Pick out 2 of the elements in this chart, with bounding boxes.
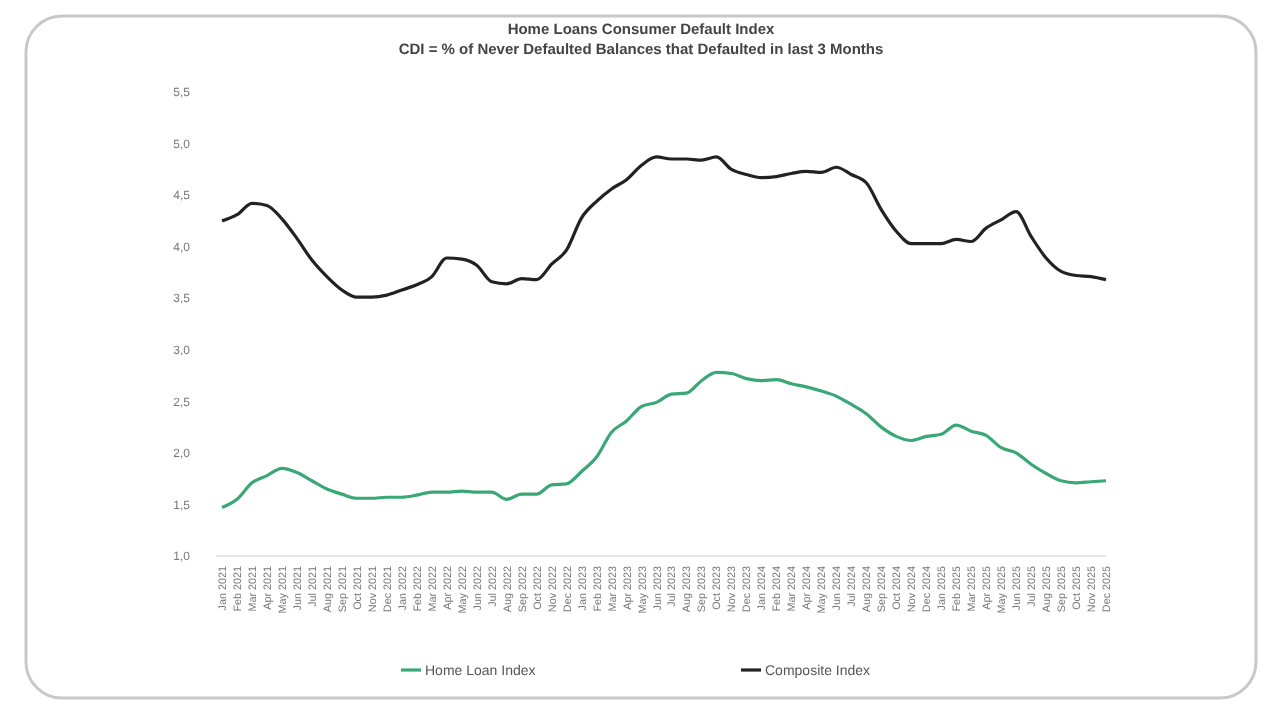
line-series	[220, 155, 1108, 299]
line-series	[220, 370, 1108, 510]
